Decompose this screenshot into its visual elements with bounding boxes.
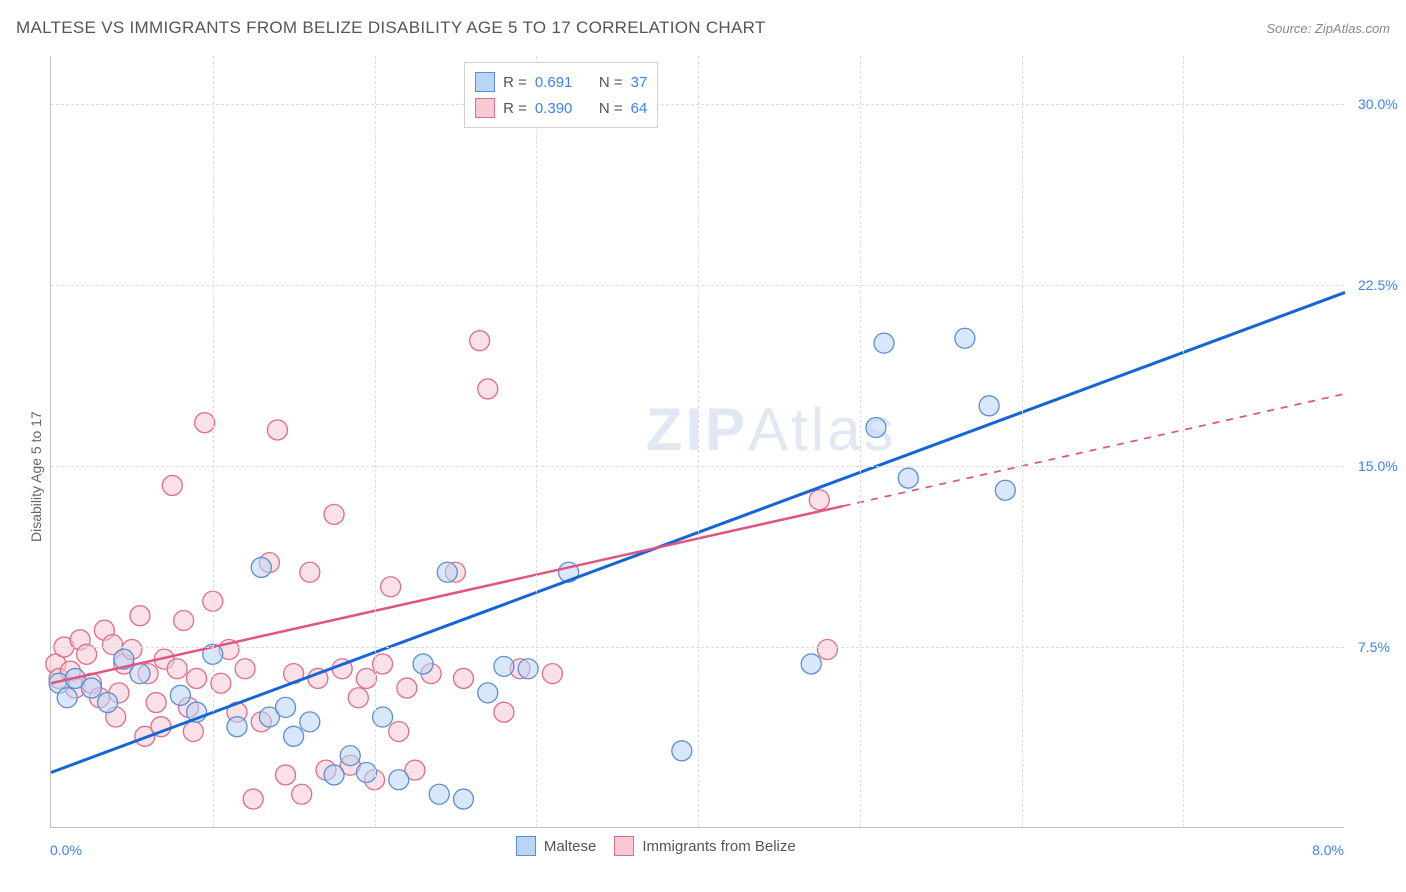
scatter-point [356,668,376,688]
scatter-point [817,639,837,659]
gridline-v [536,56,537,827]
gridline-v [1022,56,1023,827]
scatter-point [300,712,320,732]
title-bar: MALTESE VS IMMIGRANTS FROM BELIZE DISABI… [16,18,1390,38]
r-value: 0.390 [535,100,591,117]
scatter-point [235,659,255,679]
scatter-point [453,668,473,688]
y-tick-label: 30.0% [1358,96,1398,112]
r-value: 0.691 [535,74,591,91]
scatter-point [437,562,457,582]
scatter-point [874,333,894,353]
y-tick-label: 15.0% [1358,458,1398,474]
scatter-point [373,707,393,727]
plot-area: ZIPAtlas [50,56,1344,828]
scatter-point [955,328,975,348]
legend-label: Maltese [544,838,597,855]
scatter-point [518,659,538,679]
scatter-point [801,654,821,674]
legend-swatch [475,98,495,118]
scatter-point [356,763,376,783]
legend-swatch [614,836,634,856]
legend-item: Maltese [516,836,597,856]
scatter-point [995,480,1015,500]
y-tick-label: 7.5% [1358,639,1390,655]
gridline-v [213,56,214,827]
stats-row: R = 0.390 N = 64 [475,95,647,121]
scatter-point [389,770,409,790]
scatter-point [130,606,150,626]
gridline-v [698,56,699,827]
scatter-point [57,688,77,708]
legend-swatch [516,836,536,856]
scatter-point [211,673,231,693]
scatter-point [324,765,344,785]
scatter-point [478,683,498,703]
scatter-point [276,765,296,785]
scatter-point [672,741,692,761]
gridline-v [375,56,376,827]
scatter-point [348,688,368,708]
scatter-point [187,668,207,688]
scatter-point [251,557,271,577]
scatter-point [81,678,101,698]
scatter-point [167,659,187,679]
scatter-point [98,693,118,713]
y-axis-label: Disability Age 5 to 17 [28,412,44,543]
gridline-v [860,56,861,827]
scatter-point [174,611,194,631]
scatter-point [130,664,150,684]
n-label: N = [599,74,623,91]
scatter-point [300,562,320,582]
r-label: R = [503,74,527,91]
scatter-point [373,654,393,674]
x-tick-label: 0.0% [50,842,82,858]
x-tick-label: 8.0% [1312,842,1344,858]
trend-line [51,506,844,683]
legend-swatch [475,72,495,92]
scatter-point [389,722,409,742]
scatter-point [227,717,247,737]
scatter-point [809,490,829,510]
scatter-point [397,678,417,698]
scatter-point [340,746,360,766]
r-label: R = [503,100,527,117]
scatter-point [162,475,182,495]
legend-label: Immigrants from Belize [642,838,795,855]
scatter-point [542,664,562,684]
scatter-point [183,722,203,742]
n-value: 37 [631,74,648,91]
scatter-point [146,693,166,713]
scatter-point [267,420,287,440]
chart-title: MALTESE VS IMMIGRANTS FROM BELIZE DISABI… [16,18,766,38]
scatter-point [381,577,401,597]
scatter-point [413,654,433,674]
series-legend: Maltese Immigrants from Belize [516,836,796,856]
scatter-point [276,697,296,717]
scatter-point [866,418,886,438]
scatter-point [429,784,449,804]
scatter-point [898,468,918,488]
y-tick-label: 22.5% [1358,277,1398,293]
scatter-point [292,784,312,804]
scatter-point [494,656,514,676]
stats-legend: R = 0.691 N = 37 R = 0.390 N = 64 [464,62,658,128]
scatter-point [195,413,215,433]
legend-item: Immigrants from Belize [614,836,795,856]
scatter-point [453,789,473,809]
n-value: 64 [631,100,648,117]
source-attribution: Source: ZipAtlas.com [1266,21,1390,36]
scatter-point [170,685,190,705]
scatter-point [284,726,304,746]
scatter-point [324,504,344,524]
scatter-point [494,702,514,722]
gridline-v [1183,56,1184,827]
scatter-point [478,379,498,399]
scatter-point [243,789,263,809]
scatter-point [979,396,999,416]
n-label: N = [599,100,623,117]
scatter-point [470,331,490,351]
stats-row: R = 0.691 N = 37 [475,69,647,95]
